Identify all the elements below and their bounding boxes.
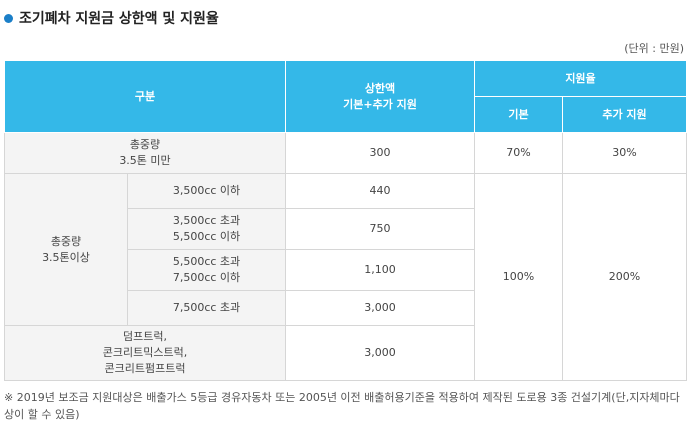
row-small-label: 총중량 3.5톤 미만 bbox=[4, 132, 286, 174]
footnote: ※ 2019년 보조금 지원대상은 배출가스 5등급 경유자동차 또는 2005… bbox=[4, 391, 680, 421]
table-row: 덤프트럭, 콘크리트믹스트럭, 콘크리트펌프트럭 3,000 bbox=[4, 325, 687, 381]
table-row: 7,500cc 초과 3,000 bbox=[5, 290, 687, 326]
header-limit-line1: 상한액 bbox=[364, 81, 396, 95]
header-rate: 지원율 bbox=[474, 60, 687, 97]
unit-label: (단위 : 만원) bbox=[624, 42, 684, 55]
subrow-limit-3: 1,100 bbox=[285, 249, 475, 291]
header-rate-extra: 추가 지원 bbox=[562, 96, 687, 133]
subrow-limit-4: 3,000 bbox=[285, 290, 475, 326]
subrow-engine-4: 7,500cc 초과 bbox=[127, 290, 286, 326]
row-large-rate-extra: 200% bbox=[562, 173, 687, 381]
row-large-label: 총중량 3.5톤이상 bbox=[4, 173, 128, 326]
table-row: 5,500cc 초과 7,500cc 이하 1,100 bbox=[5, 249, 687, 291]
subrow-engine-2: 3,500cc 초과 5,500cc 이하 bbox=[127, 208, 286, 250]
row-small-rate-extra: 30% bbox=[562, 132, 687, 174]
row-special-limit: 3,000 bbox=[285, 325, 475, 381]
subsidy-table: 구분 상한액 기본+추가 지원 지원율 기본 추가 지원 총중량 3.5톤 미만… bbox=[4, 60, 687, 381]
table-row: 총중량 3.5톤이상 3,500cc 이하 440 100% 200% bbox=[4, 173, 687, 381]
row-special-label: 덤프트럭, 콘크리트믹스트럭, 콘크리트펌프트럭 bbox=[4, 325, 286, 381]
bullet-icon bbox=[4, 13, 13, 23]
subrow-engine-3: 5,500cc 초과 7,500cc 이하 bbox=[127, 249, 286, 291]
header-rate-basic: 기본 bbox=[474, 96, 563, 133]
header-division: 구분 bbox=[4, 60, 286, 133]
subrow-limit-1: 440 bbox=[285, 173, 475, 209]
subrow-limit-2: 750 bbox=[285, 208, 475, 250]
page-title-text: 조기폐차 지원금 상한액 및 지원율 bbox=[19, 11, 219, 27]
header-limit: 상한액 기본+추가 지원 bbox=[285, 60, 475, 133]
table-row: 총중량 3.5톤 미만 300 70% 30% bbox=[4, 132, 687, 174]
header-limit-line2: 기본+추가 지원 bbox=[343, 97, 417, 111]
row-small-rate-basic: 70% bbox=[474, 132, 563, 174]
table-row: 3,500cc 초과 5,500cc 이하 750 bbox=[5, 208, 687, 250]
page-title: 조기폐차 지원금 상한액 및 지원율 bbox=[4, 8, 219, 28]
row-large-rate-basic: 100% bbox=[474, 173, 563, 381]
subrow-engine-1: 3,500cc 이하 bbox=[127, 173, 286, 209]
row-small-limit: 300 bbox=[285, 132, 475, 174]
